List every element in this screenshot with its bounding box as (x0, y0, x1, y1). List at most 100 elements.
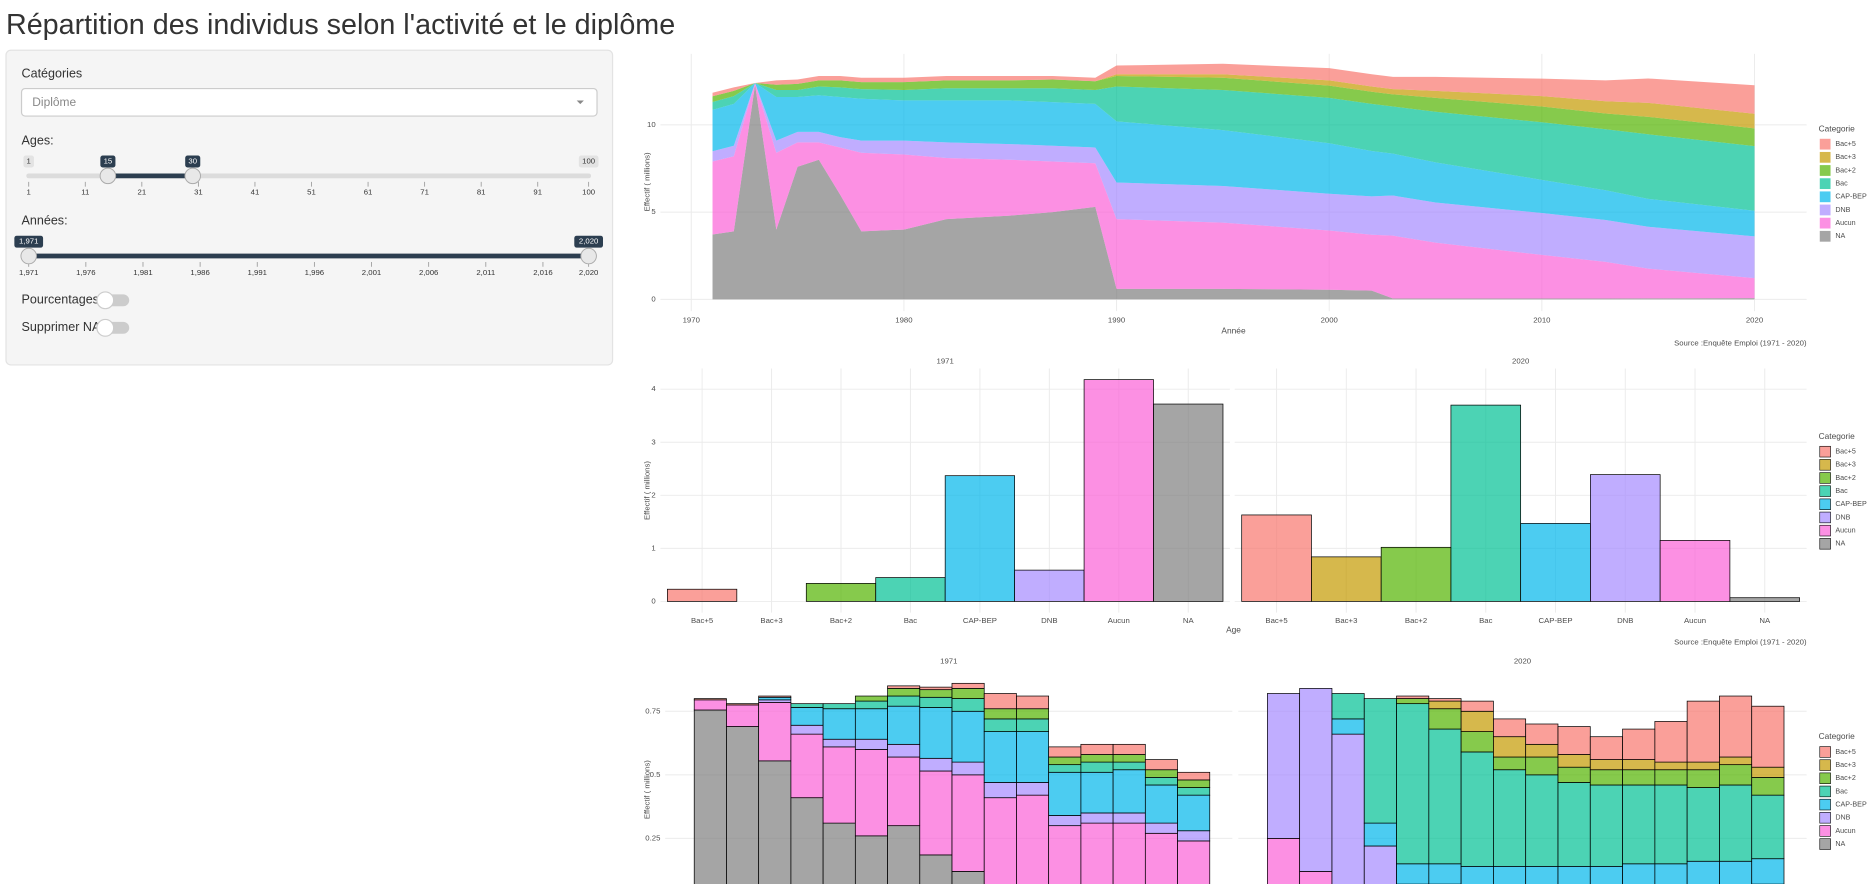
bar-segment (1177, 840, 1211, 884)
bar (1241, 514, 1312, 602)
bar-segment (822, 708, 856, 740)
bar-segment (790, 707, 824, 726)
bar-segment (1460, 700, 1494, 712)
bar-segment (1112, 743, 1146, 755)
y-tick-label: 0 (651, 294, 656, 303)
legend-label: Bac+3 (1835, 153, 1856, 161)
legend-label: Bac (1835, 787, 1848, 795)
area (712, 82, 1755, 279)
bar-segment (1686, 860, 1720, 884)
bar (875, 577, 946, 602)
bar-segment (1622, 863, 1656, 884)
bar-segment (1460, 751, 1494, 867)
x-tick-label: Bac+5 (1265, 616, 1287, 625)
legend-key (1819, 217, 1831, 229)
legend-title: Categorie (1819, 123, 1856, 133)
bar-segment (1622, 784, 1656, 865)
x-axis-title: Année (1221, 326, 1246, 336)
bar-segment (1428, 863, 1462, 884)
bar (1450, 404, 1522, 602)
bar-segment (1112, 754, 1146, 763)
select-value[interactable]: Diplôme (32, 95, 76, 109)
bar-segment (758, 699, 792, 703)
bar (1729, 597, 1800, 602)
y-axis-title: Effectif ( millions) (642, 760, 651, 819)
legend-label: Bac+5 (1835, 748, 1856, 756)
bar-segment (1267, 838, 1301, 884)
bar-segment (1525, 756, 1559, 776)
bar-segment (887, 743, 921, 758)
bar-segment (854, 700, 888, 710)
slider-badge (14, 235, 44, 248)
x-tick-label: DNB (1041, 616, 1057, 625)
bar-segment (1751, 766, 1785, 778)
bar-segment (822, 822, 856, 884)
bar-segment (1654, 784, 1688, 865)
bar-segment (1080, 761, 1114, 773)
legend-label: Aucun (1835, 527, 1855, 535)
bar-segment (822, 738, 856, 748)
legend-label: CAP-BEP (1835, 193, 1867, 201)
facet-title: 1971 (940, 657, 957, 666)
bar (1590, 474, 1661, 602)
toggle-label: Supprimer NA (22, 320, 101, 334)
bar-segment (1686, 700, 1720, 763)
legend-key (1819, 165, 1831, 176)
bar-segment (1016, 708, 1050, 720)
bar-segment (919, 707, 953, 759)
slider-handle[interactable] (184, 167, 201, 185)
bar-segment (758, 695, 792, 698)
bar-segment (983, 782, 1017, 799)
legend-label: Bac (1835, 487, 1848, 495)
area (712, 82, 1755, 299)
legend-key (1819, 798, 1831, 811)
toggle-knob[interactable] (96, 318, 115, 337)
toggle-knob[interactable] (96, 291, 115, 310)
y-tick-label: 2 (651, 490, 655, 499)
slider-badge-label: 30 (188, 157, 197, 166)
legend-label: Bac+3 (1835, 761, 1856, 769)
slider-handle[interactable] (20, 247, 37, 265)
legend-label: NA (1835, 232, 1845, 240)
bar-segment (1719, 695, 1753, 758)
legend-label: NA (1835, 840, 1845, 848)
bar-segment (1686, 769, 1720, 788)
slider-tick-label: 71 (420, 188, 429, 197)
select-label: Catégories (22, 66, 83, 80)
x-tick-label: 1970 (683, 316, 701, 325)
x-tick-label: Aucun (1108, 616, 1130, 625)
select-caret[interactable] (576, 100, 584, 105)
bar-segment (1654, 721, 1688, 763)
slider-badge-label: 15 (104, 157, 113, 166)
slider-handle[interactable] (99, 167, 117, 185)
page-title: Répartition des individus selon l'activi… (6, 9, 675, 41)
bar-segment (1493, 736, 1527, 758)
bar-segment (1719, 764, 1753, 786)
bar-segment (854, 835, 888, 884)
bar-segment (1654, 769, 1688, 786)
slider-tick-label: 2,011 (476, 268, 495, 277)
x-tick-label: DNB (1617, 616, 1633, 625)
area (712, 76, 1755, 147)
select-box[interactable] (20, 87, 598, 117)
x-tick-label: Aucun (1684, 616, 1706, 625)
bar-segment (1622, 759, 1656, 771)
toggle-label: Pourcentages (22, 293, 99, 307)
bar-segment (1112, 761, 1146, 771)
bar-segment (983, 693, 1017, 710)
bar-segment (1589, 736, 1623, 760)
legend-title: Categorie (1819, 731, 1856, 741)
legend-key (1819, 445, 1831, 458)
bar-segment (1557, 782, 1591, 867)
slider-handle[interactable] (580, 247, 597, 265)
bar (667, 588, 738, 602)
bar-segment (919, 686, 953, 691)
bar-segment (1144, 759, 1178, 771)
facet-title: 2020 (1514, 657, 1532, 666)
bar (805, 583, 877, 602)
bar-segment (693, 698, 727, 701)
slider-badge-label: 100 (582, 157, 596, 166)
